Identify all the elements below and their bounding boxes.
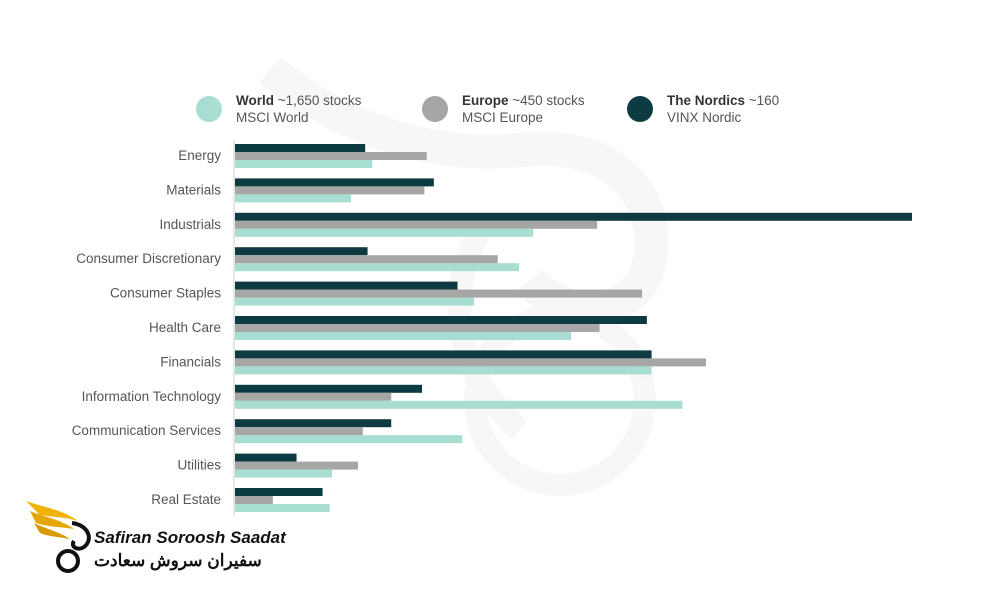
bar-europe [235,220,598,229]
legend-label: Europe ~450 stocks MSCI Europe [462,92,585,126]
bar-the-nordics [235,384,423,393]
legend-series-name: Europe [462,93,509,108]
category-label: Health Care [149,320,221,335]
category-label: Information Technology [82,389,222,404]
legend-label: The Nordics ~160 VINX Nordic [667,92,779,126]
bar-the-nordics [235,419,392,428]
bar-the-nordics [235,281,458,290]
bar-europe [235,392,392,401]
category-label: Energy [178,148,221,163]
category-label: Industrials [159,217,221,232]
bar-world [235,194,351,203]
legend-index-name: MSCI World [236,110,309,125]
category-label: Communication Services [72,423,222,438]
bar-europe [235,496,273,504]
bar-europe [235,427,363,436]
bar-the-nordics [235,453,297,462]
legend-index-name: MSCI Europe [462,110,544,125]
category-label: Consumer Discretionary [76,251,221,266]
bar-europe [235,255,498,264]
bar-world [235,366,652,375]
company-name-persian: سفیران سروش سعادت [94,551,262,570]
bar-europe [235,152,427,160]
legend-series-count: ~450 stocks [508,93,585,108]
bar-europe [235,186,425,195]
legend-series-count: ~1,650 stocks [274,93,362,108]
category-label: Consumer Staples [110,286,221,301]
bar-the-nordics [235,178,434,187]
bar-world [235,504,330,512]
bar-europe [235,461,359,470]
bar-world [235,469,333,478]
category-labels: Energy Materials Industrials Consumer Discr… [72,148,222,507]
bar-world [235,228,534,237]
bar-the-nordics [235,247,368,256]
bar-the-nordics [235,212,912,221]
bar-world [235,263,520,272]
bar-europe [235,324,600,332]
bar-the-nordics [235,488,323,496]
legend-series-name: The Nordics [667,93,746,108]
category-label: Utilities [177,458,221,473]
bars [235,144,912,512]
legend-label: World ~1,650 stocks MSCI World [236,92,361,126]
bar-europe [235,358,707,367]
legend-series-name: World [236,93,274,108]
company-logo: Safiran Soroosh Saadat سفیران سروش سعادت [22,495,292,585]
eagle-logo-icon [26,501,91,573]
company-name-english: Safiran Soroosh Saadat [94,528,286,547]
category-label: Real Estate [151,492,221,507]
legend-swatch [422,96,448,122]
bar-world [235,332,572,340]
bar-the-nordics [235,316,647,324]
bar-europe [235,289,643,298]
legend-swatch [627,96,653,122]
bar-world [235,400,683,409]
bar-world [235,160,373,168]
legend-series-count: ~160 [745,93,780,108]
bar-the-nordics [235,144,366,152]
bar-world [235,297,475,306]
category-label: Financials [160,354,221,369]
bar-world [235,435,463,444]
legend-index-name: VINX Nordic [667,110,742,125]
category-label: Materials [166,182,221,197]
legend-swatch [196,96,222,122]
bar-the-nordics [235,350,652,359]
